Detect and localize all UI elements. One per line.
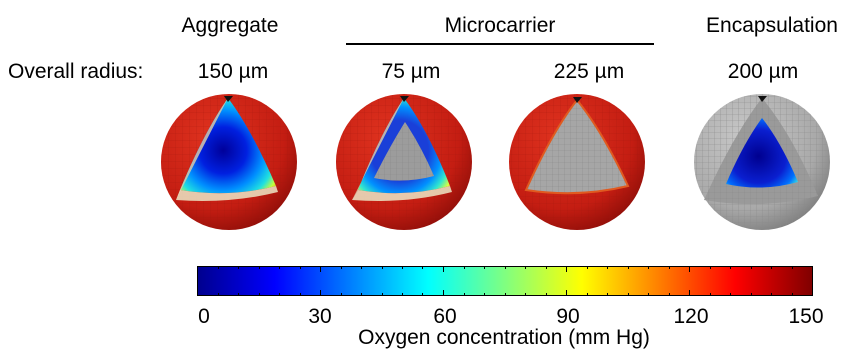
colorbar-tick bbox=[628, 293, 629, 296]
encapsulation-header: Encapsulation bbox=[706, 14, 838, 37]
colorbar-tick bbox=[648, 293, 649, 296]
radius-encapsulation: 200 µm bbox=[727, 60, 799, 83]
colorbar-tick bbox=[812, 266, 813, 272]
colorbar-tick bbox=[320, 266, 321, 272]
aggregate-sphere bbox=[161, 94, 297, 230]
colorbar-tick bbox=[259, 293, 260, 296]
colorbar-tick bbox=[751, 266, 752, 269]
microcarrier-225-sphere bbox=[509, 94, 645, 230]
colorbar-tick bbox=[422, 293, 423, 296]
colorbar-tick bbox=[710, 266, 711, 269]
colorbar-tick bbox=[771, 293, 772, 296]
colorbar-tick bbox=[341, 266, 342, 269]
colorbar-tick bbox=[197, 290, 198, 296]
colorbar-tick bbox=[587, 293, 588, 296]
colorbar-tick-label: 150 bbox=[788, 305, 824, 328]
colorbar-tick bbox=[361, 266, 362, 269]
colorbar-tick-label: 120 bbox=[673, 305, 709, 328]
colorbar-tick bbox=[197, 266, 198, 272]
colorbar-tick bbox=[259, 266, 260, 269]
colorbar-tick-marks bbox=[197, 266, 813, 296]
colorbar-tick bbox=[648, 266, 649, 269]
colorbar-tick bbox=[607, 266, 608, 269]
colorbar-tick bbox=[525, 266, 526, 269]
colorbar-tick bbox=[751, 293, 752, 296]
colorbar-tick bbox=[730, 266, 731, 269]
colorbar-tick bbox=[422, 266, 423, 269]
radius-microcarrier-small: 75 µm bbox=[381, 60, 441, 83]
colorbar-tick bbox=[464, 266, 465, 269]
colorbar-tick-label: 0 bbox=[198, 305, 210, 328]
colorbar-tick-label: 60 bbox=[433, 305, 457, 328]
colorbar-tick bbox=[218, 293, 219, 296]
colorbar-tick bbox=[525, 293, 526, 296]
radius-aggregate: 150 µm bbox=[197, 60, 269, 83]
colorbar-tick bbox=[279, 266, 280, 269]
colorbar-tick bbox=[341, 293, 342, 296]
colorbar-tick bbox=[300, 293, 301, 296]
microcarrier-group-line bbox=[346, 43, 654, 45]
colorbar-tick-label: 90 bbox=[556, 305, 580, 328]
colorbar-tick bbox=[238, 293, 239, 296]
colorbar-tick bbox=[628, 266, 629, 269]
colorbar-tick bbox=[484, 266, 485, 269]
colorbar-tick bbox=[443, 266, 444, 272]
colorbar-tick bbox=[669, 266, 670, 269]
encapsulation-sphere bbox=[694, 94, 830, 230]
colorbar-tick bbox=[402, 266, 403, 269]
colorbar-tick bbox=[382, 266, 383, 269]
colorbar-tick bbox=[710, 293, 711, 296]
colorbar-tick bbox=[402, 293, 403, 296]
overall-radius-label: Overall radius: bbox=[8, 60, 144, 83]
colorbar-tick bbox=[566, 290, 567, 296]
colorbar-tick bbox=[689, 290, 690, 296]
colorbar-tick bbox=[300, 266, 301, 269]
microcarrier-75-sphere bbox=[336, 94, 472, 230]
colorbar-tick bbox=[607, 293, 608, 296]
colorbar-tick bbox=[464, 293, 465, 296]
microcarrier-header: Microcarrier bbox=[444, 14, 556, 37]
colorbar-tick bbox=[730, 293, 731, 296]
colorbar-tick bbox=[792, 293, 793, 296]
colorbar-tick bbox=[689, 266, 690, 272]
colorbar-tick bbox=[546, 266, 547, 269]
radius-microcarrier-large: 225 µm bbox=[553, 60, 625, 83]
colorbar-tick bbox=[238, 266, 239, 269]
colorbar-tick bbox=[669, 293, 670, 296]
colorbar-tick bbox=[443, 290, 444, 296]
colorbar-tick bbox=[587, 266, 588, 269]
colorbar-tick bbox=[546, 293, 547, 296]
colorbar-tick bbox=[361, 293, 362, 296]
colorbar-tick bbox=[218, 266, 219, 269]
colorbar-tick bbox=[505, 266, 506, 269]
colorbar-tick bbox=[279, 293, 280, 296]
colorbar-tick bbox=[812, 290, 813, 296]
colorbar-label: Oxygen concentration (mm Hg) bbox=[358, 326, 650, 349]
colorbar-tick bbox=[792, 266, 793, 269]
sphere-models bbox=[161, 94, 830, 230]
colorbar-tick bbox=[505, 293, 506, 296]
colorbar-tick bbox=[382, 293, 383, 296]
colorbar-tick bbox=[566, 266, 567, 272]
aggregate-header: Aggregate bbox=[181, 14, 279, 37]
colorbar-tick-label: 30 bbox=[308, 305, 332, 328]
colorbar-tick bbox=[771, 266, 772, 269]
colorbar-tick bbox=[484, 293, 485, 296]
colorbar-tick bbox=[320, 290, 321, 296]
